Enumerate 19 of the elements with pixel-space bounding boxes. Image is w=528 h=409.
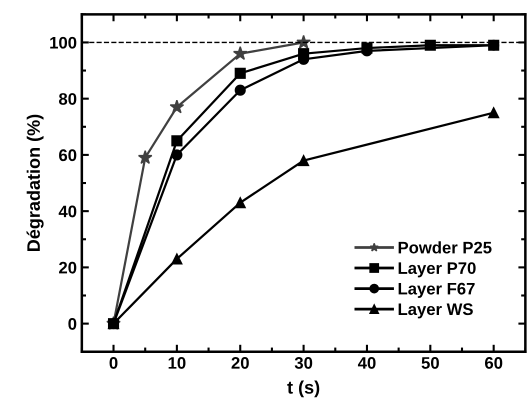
- y-axis-title: Dégradation (%): [26, 114, 44, 252]
- y-tick-label: 80: [58, 93, 76, 105]
- y-tick-label: 100: [50, 36, 76, 49]
- x-tick-label: 0: [110, 357, 118, 369]
- y-tick-label: 60: [59, 149, 76, 162]
- legend-label: Layer WS: [398, 303, 473, 318]
- legend-label: Layer F67: [398, 282, 475, 298]
- x-tick-label: 50: [422, 357, 439, 369]
- x-tick-label: 20: [232, 357, 249, 369]
- legend-label: Powder P25: [398, 241, 492, 254]
- x-tick-label: 10: [168, 357, 186, 369]
- legend-label: Layer P70: [398, 262, 476, 278]
- y-tick-label: 0: [68, 318, 76, 330]
- x-tick-label: 30: [294, 357, 312, 369]
- x-tick-label: 60: [485, 357, 502, 369]
- x-tick-label: 40: [358, 357, 376, 369]
- y-tick-label: 20: [59, 262, 76, 274]
- y-tick-label: 40: [58, 206, 76, 218]
- x-axis-title: t (s): [287, 380, 320, 398]
